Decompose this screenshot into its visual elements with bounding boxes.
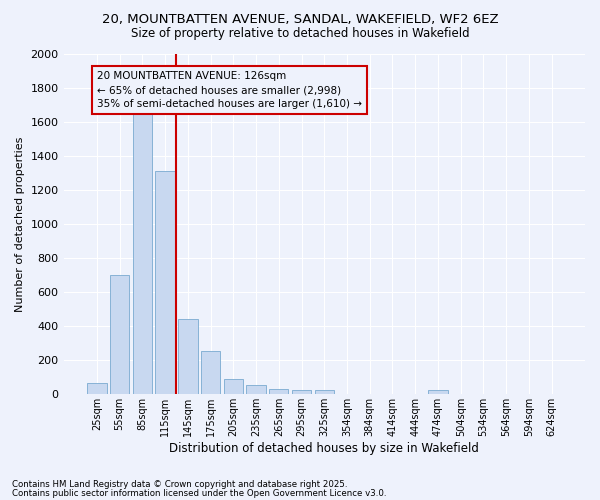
Bar [87, 383, 107, 394]
Bar [269, 389, 289, 394]
Text: 20 MOUNTBATTEN AVENUE: 126sqm
← 65% of detached houses are smaller (2,998)
35% o: 20 MOUNTBATTEN AVENUE: 126sqm ← 65% of d… [97, 71, 362, 109]
Text: Contains public sector information licensed under the Open Government Licence v3: Contains public sector information licen… [12, 488, 386, 498]
Bar [133, 112, 152, 395]
Bar [428, 390, 448, 394]
Bar [201, 351, 220, 395]
Bar [314, 390, 334, 394]
Text: 20, MOUNTBATTEN AVENUE, SANDAL, WAKEFIELD, WF2 6EZ: 20, MOUNTBATTEN AVENUE, SANDAL, WAKEFIEL… [101, 12, 499, 26]
Bar [155, 172, 175, 394]
Y-axis label: Number of detached properties: Number of detached properties [15, 136, 25, 312]
Text: Size of property relative to detached houses in Wakefield: Size of property relative to detached ho… [131, 28, 469, 40]
Bar [110, 275, 130, 394]
Text: Contains HM Land Registry data © Crown copyright and database right 2025.: Contains HM Land Registry data © Crown c… [12, 480, 347, 489]
X-axis label: Distribution of detached houses by size in Wakefield: Distribution of detached houses by size … [169, 442, 479, 455]
Bar [224, 379, 243, 394]
Bar [292, 390, 311, 394]
Bar [178, 320, 197, 394]
Bar [247, 385, 266, 394]
